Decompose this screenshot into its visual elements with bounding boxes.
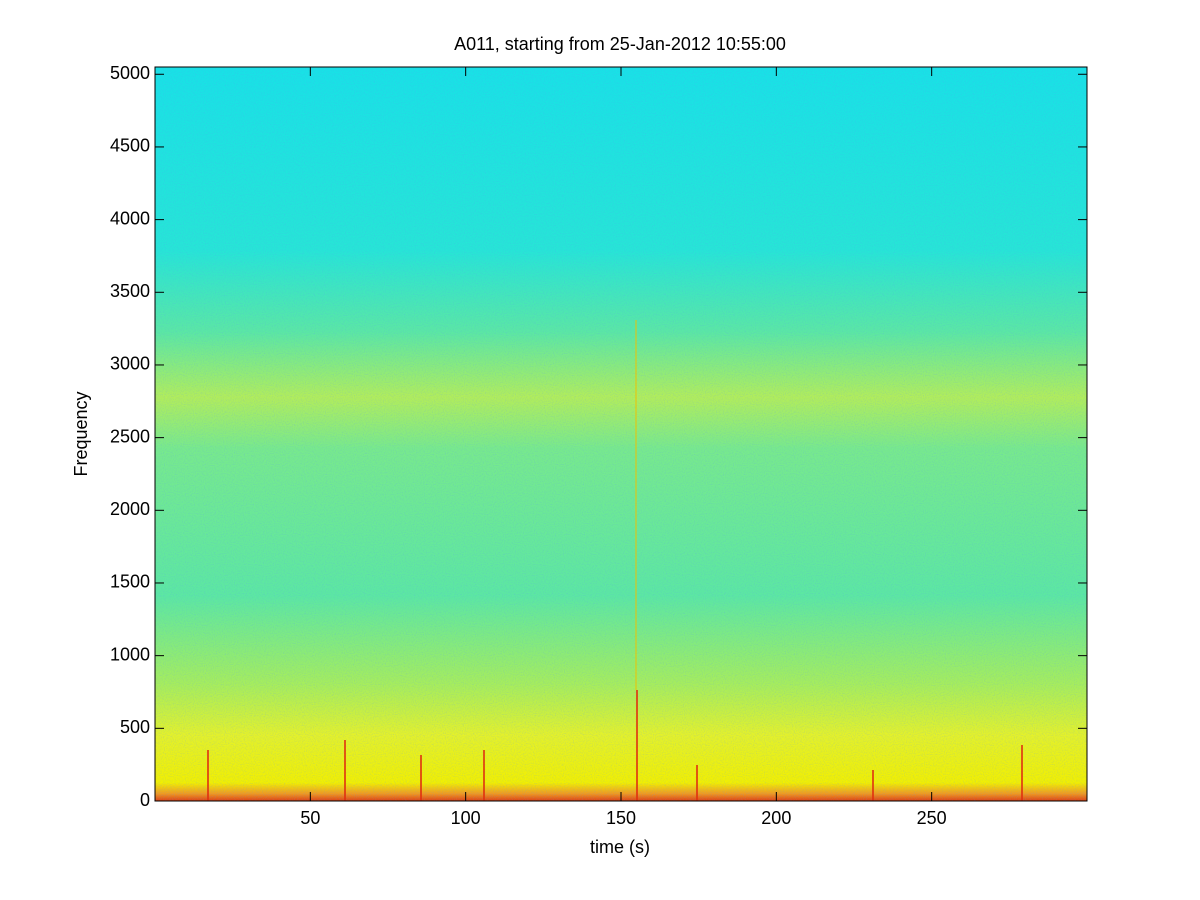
x-tick-label: 50 — [300, 808, 320, 828]
y-axis-label: Frequency — [71, 391, 91, 476]
x-tick-label: 200 — [761, 808, 791, 828]
y-tick-label: 1500 — [110, 572, 150, 592]
y-tick-label: 2500 — [110, 426, 150, 446]
chart-title: A011, starting from 25-Jan-2012 10:55:00 — [454, 34, 786, 54]
y-tick-label: 4000 — [110, 208, 150, 228]
y-tick-label: 500 — [120, 717, 150, 737]
spectrogram-texture — [155, 67, 1087, 801]
y-tick-label: 1000 — [110, 644, 150, 664]
y-tick-label: 0 — [140, 790, 150, 810]
x-tick-label: 250 — [917, 808, 947, 828]
y-tick-label: 4500 — [110, 136, 150, 156]
y-tick-label: 3000 — [110, 354, 150, 374]
y-tick-label: 3500 — [110, 281, 150, 301]
y-tick-label: 2000 — [110, 499, 150, 519]
x-tick-label: 100 — [451, 808, 481, 828]
y-tick-label: 5000 — [110, 63, 150, 83]
x-tick-label: 150 — [606, 808, 636, 828]
spectrogram-streaks — [207, 320, 1023, 801]
x-axis-label: time (s) — [590, 837, 650, 857]
